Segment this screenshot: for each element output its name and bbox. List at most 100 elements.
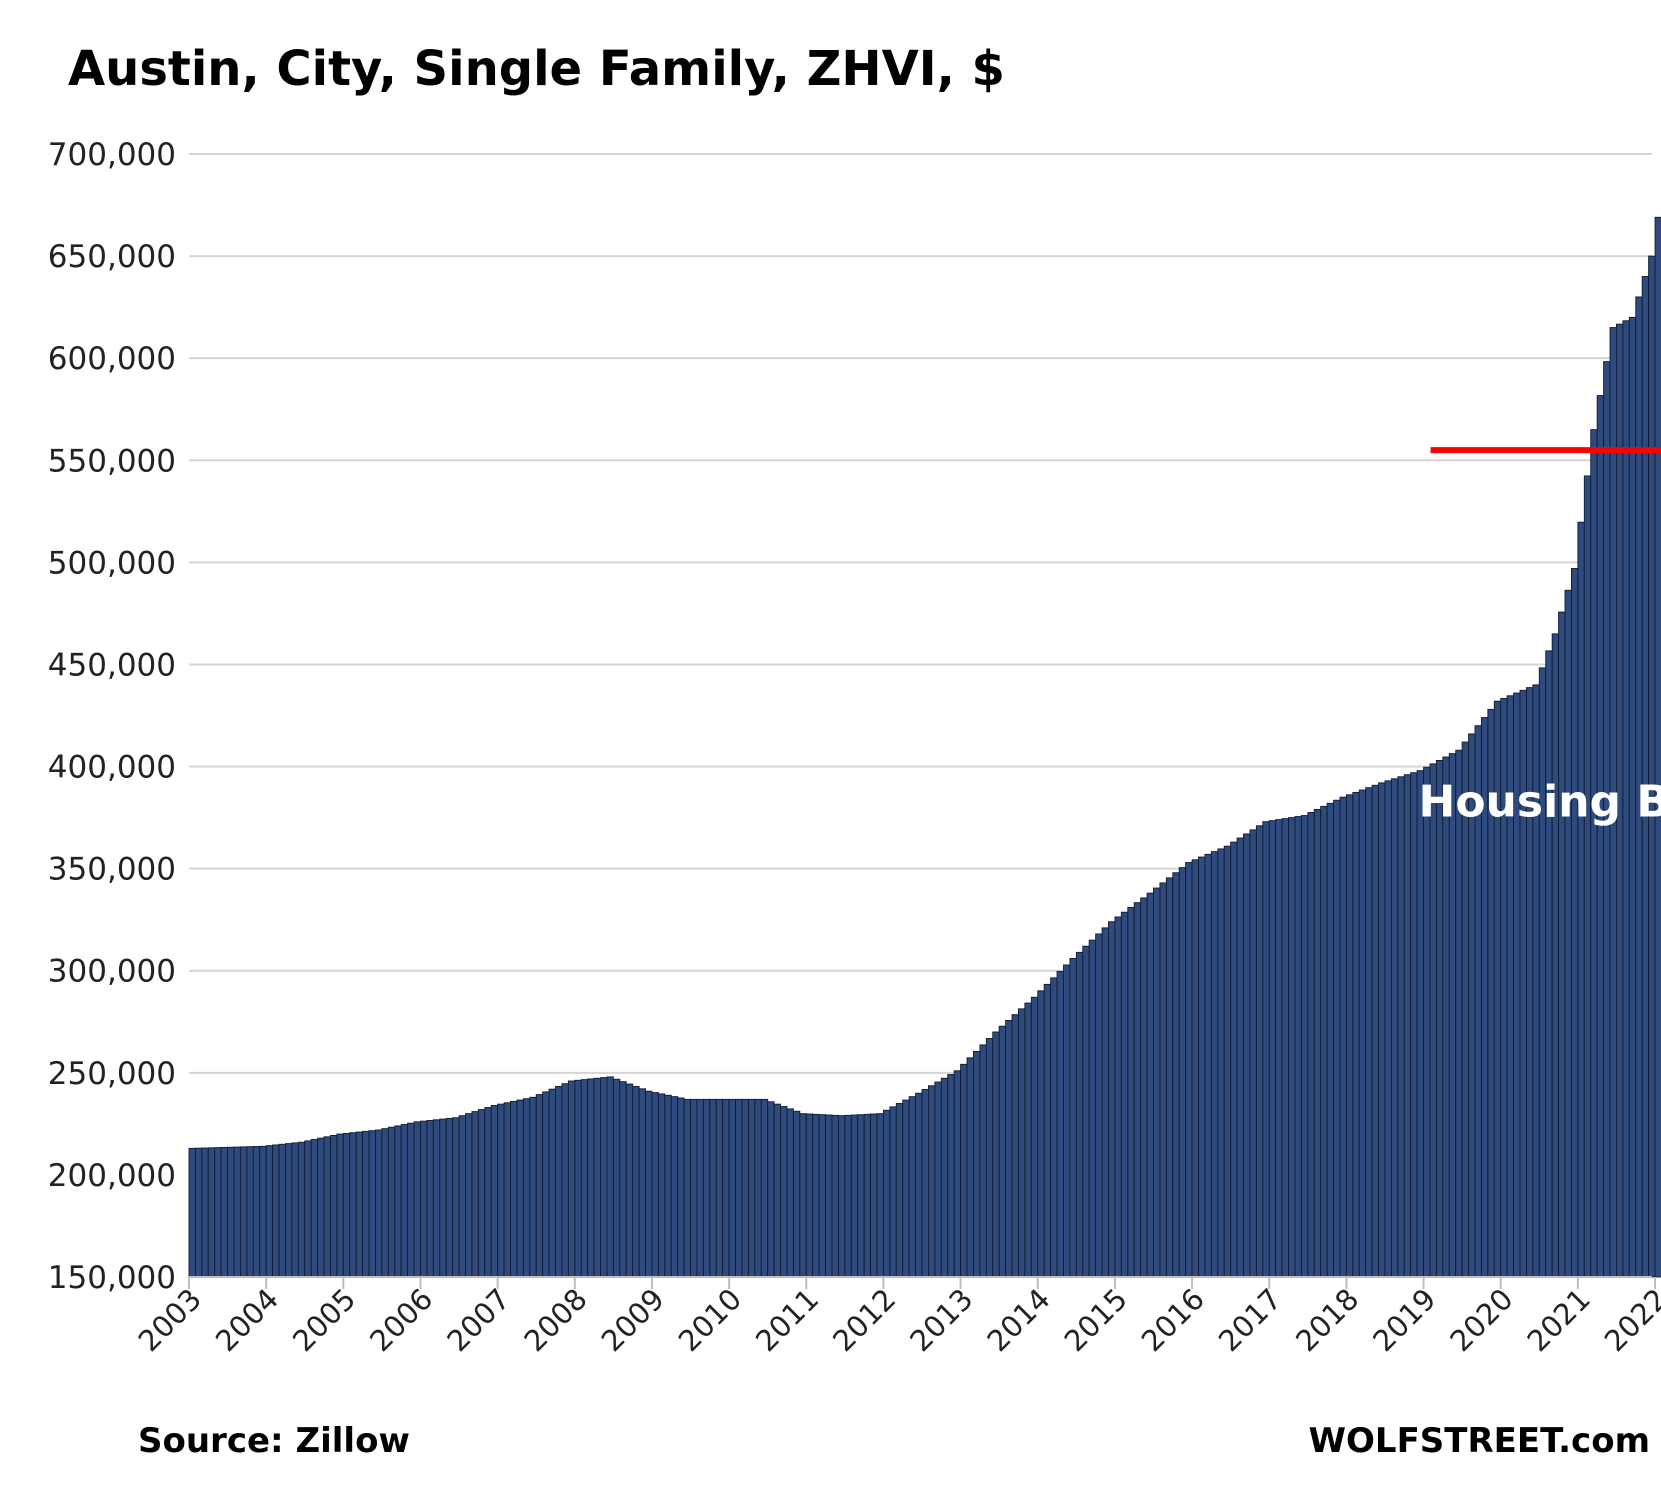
bar (220, 1146, 229, 1278)
bar (1178, 867, 1187, 1278)
bar (278, 1143, 286, 1278)
bar (844, 1114, 852, 1278)
bar (1538, 667, 1547, 1278)
bar (638, 1088, 646, 1278)
bar (394, 1125, 402, 1278)
bar (973, 1050, 981, 1278)
bar (979, 1044, 987, 1278)
bar (317, 1137, 325, 1278)
bar (516, 1099, 524, 1278)
bar (349, 1132, 357, 1278)
bar (741, 1098, 749, 1278)
bar (1133, 902, 1142, 1278)
bar (1429, 763, 1437, 1278)
bar (882, 1109, 891, 1278)
bar (947, 1074, 955, 1278)
y-tick-label: 350,000 (48, 852, 176, 888)
x-tick-label: 2018 (1289, 1282, 1365, 1358)
bar (239, 1146, 248, 1278)
bar (928, 1085, 936, 1278)
bar (953, 1070, 962, 1278)
bar (1545, 650, 1553, 1278)
x-tick-label: 2011 (749, 1282, 825, 1358)
bar (355, 1131, 364, 1278)
x-tick-label: 2005 (286, 1282, 362, 1358)
bar (214, 1147, 222, 1278)
bar (548, 1088, 556, 1278)
bar (992, 1031, 1000, 1278)
bar (1532, 684, 1540, 1278)
bar (985, 1037, 994, 1278)
bar (625, 1083, 634, 1278)
x-tick-label: 2017 (1212, 1282, 1288, 1358)
bar (510, 1100, 518, 1278)
bar (375, 1129, 383, 1278)
x-tick-label: 2009 (595, 1282, 671, 1358)
x-tick-label: 2020 (1443, 1282, 1519, 1358)
bar (574, 1079, 582, 1278)
bar (1416, 770, 1425, 1278)
bar (1230, 841, 1238, 1278)
bar (567, 1080, 576, 1278)
bar (1333, 799, 1341, 1278)
bar (497, 1103, 505, 1278)
bar (960, 1063, 968, 1278)
y-tick-label: 400,000 (48, 750, 176, 786)
bar (1198, 856, 1206, 1278)
bar (1204, 853, 1212, 1278)
bar (1410, 772, 1418, 1278)
bar (677, 1097, 685, 1278)
bar (857, 1114, 865, 1278)
bar (452, 1117, 460, 1278)
bar (323, 1136, 331, 1278)
bar (1648, 255, 1656, 1278)
bar (194, 1147, 203, 1278)
bar (1210, 851, 1219, 1278)
x-tick-label: 2016 (1135, 1282, 1211, 1358)
y-tick-label: 450,000 (48, 647, 176, 683)
bar (1063, 964, 1071, 1278)
bar (1345, 794, 1354, 1278)
bar (259, 1145, 267, 1278)
bar (252, 1146, 261, 1278)
bar (670, 1096, 679, 1278)
bar (908, 1096, 917, 1278)
bar (1448, 753, 1457, 1278)
bar (1153, 887, 1161, 1278)
bar (1654, 216, 1661, 1278)
bar (458, 1115, 466, 1278)
source-note: Source: Zillow (138, 1421, 410, 1461)
bar (709, 1098, 717, 1278)
bar (580, 1079, 589, 1278)
x-tick-label: 2012 (826, 1282, 902, 1358)
bar (439, 1118, 447, 1278)
bar (728, 1098, 736, 1278)
bar (1435, 759, 1444, 1278)
bar (1423, 766, 1431, 1278)
bar (1223, 845, 1232, 1278)
bar (1300, 815, 1309, 1278)
y-tick-label: 500,000 (48, 545, 176, 581)
bar (1596, 395, 1605, 1278)
bar (522, 1098, 531, 1278)
bar (934, 1081, 942, 1278)
bar (1281, 818, 1289, 1278)
bar (812, 1113, 820, 1278)
bar (664, 1094, 672, 1278)
bar (246, 1146, 254, 1278)
bar (1262, 821, 1270, 1278)
x-axis (188, 1276, 1657, 1289)
bar (1352, 791, 1360, 1278)
bar (747, 1098, 756, 1278)
bar (1442, 756, 1450, 1278)
bar (1551, 633, 1560, 1278)
bar (1030, 996, 1039, 1278)
bar (1255, 825, 1264, 1278)
x-tick-label: 2010 (672, 1282, 748, 1358)
bar (1307, 812, 1315, 1278)
bar (1127, 906, 1135, 1278)
bar (921, 1089, 929, 1278)
bar (850, 1114, 859, 1278)
chart-title: Austin, City, Single Family, ZHVI, $ (68, 41, 1005, 97)
bar (1050, 977, 1058, 1278)
